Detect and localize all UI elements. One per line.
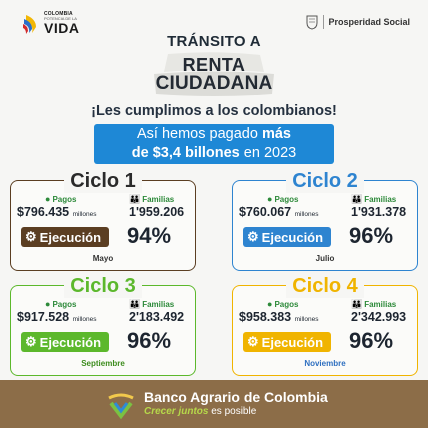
- millones-unit: millones: [72, 211, 97, 218]
- familias-value: 2'183.492: [129, 310, 185, 324]
- cycle-month: Noviembre: [304, 359, 346, 368]
- pagos-label: ● Pagos: [45, 299, 76, 309]
- pagos-value: $917.528 millones: [17, 310, 96, 324]
- familias-label: 👪 Familias: [351, 194, 396, 205]
- ejecucion-badge: ⚙ Ejecución: [21, 332, 109, 352]
- ejecucion-percent: 96%: [349, 223, 394, 248]
- gears-icon: ⚙: [247, 229, 259, 244]
- gears-icon: ⚙: [247, 334, 259, 349]
- ciudadana-text: CIUDADANA: [155, 73, 273, 94]
- familias-label-text: Familias: [364, 195, 397, 204]
- banner-text-1b: más: [261, 126, 291, 142]
- millones-unit: millones: [294, 211, 319, 218]
- familias-value: 1'931.378: [351, 205, 407, 219]
- familias-label-text: Familias: [142, 300, 175, 309]
- pagos-value: $958.383 millones: [239, 310, 318, 324]
- family-icon: 👪: [129, 299, 141, 309]
- ciclo-title: Ciclo 4: [286, 275, 364, 298]
- banco-agrario-logo-icon: [108, 393, 134, 420]
- ejecucion-badge: ⚙ Ejecución: [243, 227, 331, 247]
- ciclo-card: Ciclo 4 ● Pagos 👪 Familias $958.383 mill…: [232, 275, 418, 376]
- familias-value: 1'959.206: [129, 205, 185, 219]
- prosperidad-social-text: Prosperidad Social: [328, 17, 410, 27]
- family-icon: 👪: [129, 194, 141, 204]
- pagos-value: $796.435 millones: [17, 205, 96, 219]
- banner-text-2b: en 2023: [239, 145, 297, 161]
- ejecucion-badge: ⚙ Ejecución: [21, 227, 109, 247]
- banco-agrario-name: Banco Agrario de Colombia: [144, 389, 328, 405]
- ciclo-title: Ciclo 1: [64, 170, 142, 193]
- pagos-label-text: Pagos: [274, 194, 299, 204]
- subtitle: ¡Les cumplimos a los colombianos!: [91, 103, 337, 119]
- familias-value: 2'342.993: [351, 310, 407, 324]
- pagos-value: $760.067 millones: [239, 205, 318, 219]
- cycle-month: Julio: [315, 254, 335, 263]
- cycle-month: Septiembre: [81, 359, 125, 368]
- banner-text-1a: Así hemos pagado: [137, 126, 262, 142]
- ciclo-title: Ciclo 3: [64, 275, 142, 298]
- gears-icon: ⚙: [25, 229, 37, 244]
- ejecucion-percent: 94%: [127, 223, 172, 248]
- familias-label-text: Familias: [364, 300, 397, 309]
- logo-divider: [323, 15, 325, 29]
- gears-icon: ⚙: [25, 334, 37, 349]
- pagos-label: ● Pagos: [45, 194, 76, 204]
- ciclo-card: Ciclo 1 ● Pagos 👪 Familias $796.435 mill…: [10, 170, 196, 271]
- ejecucion-label: Ejecución: [261, 229, 324, 245]
- prosperidad-social-logo: Prosperidad Social: [305, 14, 410, 30]
- colombia-logo-icon: [22, 13, 40, 35]
- ejecucion-percent: 96%: [349, 328, 394, 353]
- pagos-label-text: Pagos: [52, 194, 77, 204]
- ejecucion-badge: ⚙ Ejecución: [243, 332, 331, 352]
- ciclo-card: Ciclo 3 ● Pagos 👪 Familias $917.528 mill…: [10, 275, 196, 376]
- familias-label: 👪 Familias: [351, 299, 396, 310]
- banco-agrario-slogan: Crecer juntos es posible: [144, 406, 256, 417]
- renta-ciudadana-logo: RENTA CIUDADANA: [150, 50, 278, 98]
- total-banner: Así hemos pagado más de $3,4 billones en…: [94, 124, 334, 164]
- pagos-label: ● Pagos: [267, 194, 298, 204]
- millones-unit: millones: [72, 316, 97, 323]
- renta-text: RENTA: [182, 55, 246, 75]
- title-transito: TRÁNSITO A: [167, 33, 261, 50]
- familias-label: 👪 Familias: [129, 194, 174, 205]
- ejecucion-percent: 96%: [127, 328, 172, 353]
- coins-icon: ●: [267, 194, 273, 204]
- logo-vida-text: VIDA: [44, 20, 80, 36]
- ejecucion-label: Ejecución: [39, 334, 102, 350]
- pagos-amount: $796.435: [17, 205, 70, 219]
- pagos-label-text: Pagos: [274, 299, 299, 309]
- logo-colombia-text: COLOMBIA: [44, 11, 73, 17]
- pagos-amount: $958.383: [239, 310, 292, 324]
- family-icon: 👪: [351, 194, 363, 204]
- ejecucion-label: Ejecución: [39, 229, 102, 245]
- banner-text-2a: de $3,4 billones: [131, 145, 240, 161]
- slogan-rest: es posible: [208, 406, 257, 417]
- pagos-label-text: Pagos: [52, 299, 77, 309]
- coins-icon: ●: [45, 299, 51, 309]
- family-icon: 👪: [351, 299, 363, 309]
- pagos-amount: $917.528: [17, 310, 70, 324]
- renta-brush-background: [154, 52, 274, 96]
- ejecucion-label: Ejecución: [261, 334, 324, 350]
- pagos-amount: $760.067: [239, 205, 292, 219]
- familias-label: 👪 Familias: [129, 299, 174, 310]
- coins-icon: ●: [267, 299, 273, 309]
- coat-of-arms-icon: [306, 15, 318, 30]
- cycle-month: Mayo: [92, 254, 114, 263]
- slogan-accent: Crecer juntos: [144, 406, 209, 417]
- millones-unit: millones: [294, 316, 319, 323]
- logo-potencia-text: POTENCIA DE LA: [44, 16, 77, 21]
- ciclo-card: Ciclo 2 ● Pagos 👪 Familias $760.067 mill…: [232, 170, 418, 271]
- coins-icon: ●: [45, 194, 51, 204]
- colombia-potencia-logo: COLOMBIA POTENCIA DE LA VIDA: [22, 12, 79, 35]
- footer-bar: Banco Agrario de Colombia Crecer juntos …: [0, 380, 428, 428]
- familias-label-text: Familias: [142, 195, 175, 204]
- pagos-label: ● Pagos: [267, 299, 298, 309]
- ciclo-title: Ciclo 2: [286, 170, 364, 193]
